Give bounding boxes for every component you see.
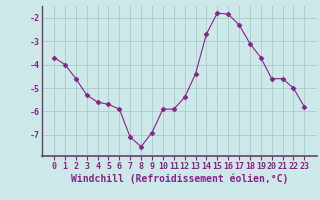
X-axis label: Windchill (Refroidissement éolien,°C): Windchill (Refroidissement éolien,°C) — [70, 173, 288, 184]
